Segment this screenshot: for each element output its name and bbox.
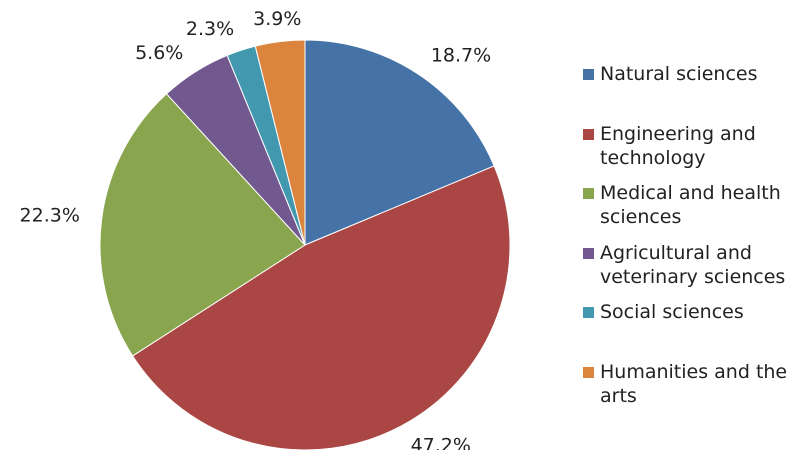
legend-swatch bbox=[583, 69, 594, 80]
legend-label: Medical and health sciences bbox=[600, 182, 781, 229]
data-label: 47.2% bbox=[411, 434, 471, 450]
legend-label: Social sciences bbox=[600, 301, 744, 324]
legend-label: Humanities and the arts bbox=[600, 360, 788, 407]
legend-label: Agricultural and veterinary sciences bbox=[600, 241, 786, 288]
legend-swatch bbox=[583, 247, 594, 259]
pie-slice bbox=[131, 165, 511, 450]
data-label: 2.3% bbox=[186, 18, 234, 40]
legend-swatch bbox=[583, 307, 594, 319]
data-label: 18.7% bbox=[431, 45, 491, 67]
legend-item: Social sciences bbox=[580, 300, 812, 360]
pie-slice bbox=[254, 39, 306, 246]
legend-item: Natural sciences bbox=[580, 62, 812, 122]
data-label: 22.3% bbox=[20, 204, 80, 226]
legend-label: Natural sciences bbox=[600, 63, 758, 85]
data-label: 3.9% bbox=[253, 8, 301, 30]
legend: Natural sciences Engineering and technolo… bbox=[580, 62, 812, 420]
legend-label: Engineering and technology bbox=[600, 122, 756, 169]
pie-slice bbox=[99, 93, 306, 357]
pie-slice bbox=[304, 39, 495, 246]
data-label: 5.6% bbox=[135, 42, 183, 64]
legend-swatch bbox=[583, 366, 594, 378]
legend-item: Engineering and technology bbox=[580, 122, 812, 182]
legend-item: Medical and health sciences bbox=[580, 181, 812, 241]
legend-item: Agricultural and veterinary sciences bbox=[580, 241, 812, 301]
legend-swatch bbox=[583, 188, 594, 200]
legend-item: Humanities and the arts bbox=[580, 360, 812, 420]
legend-swatch bbox=[583, 128, 594, 140]
